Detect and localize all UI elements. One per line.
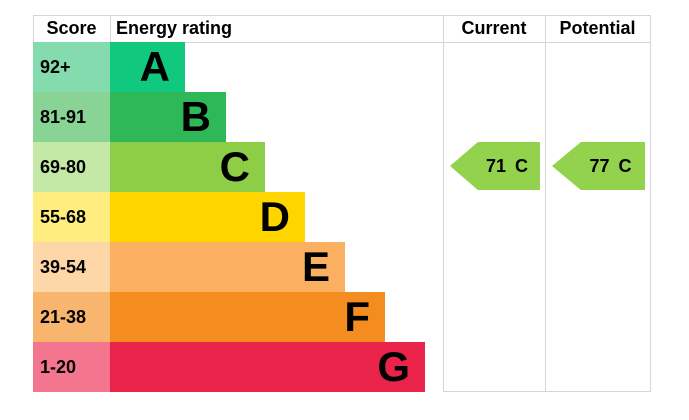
current-rating-grade: C bbox=[515, 155, 529, 176]
potential-rating-grade: C bbox=[618, 155, 632, 176]
table-bottom-border bbox=[443, 391, 650, 392]
rating-bar-f: F bbox=[110, 292, 385, 342]
potential-header: Potential bbox=[559, 18, 636, 38]
rating-bar-b: B bbox=[110, 92, 226, 142]
score-cell-b: 81-91 bbox=[33, 92, 110, 142]
table-top-border bbox=[33, 15, 650, 16]
score-cell-c: 69-80 bbox=[33, 142, 110, 192]
current-header: Current bbox=[461, 18, 527, 38]
score-cell-e: 39-54 bbox=[33, 242, 110, 292]
score-cell-f: 21-38 bbox=[33, 292, 110, 342]
band-row-f: 21-38 F bbox=[33, 292, 425, 342]
band-row-b: 81-91 B bbox=[33, 92, 425, 142]
band-row-g: 1-20 G bbox=[33, 342, 425, 392]
potential-rating-arrow: 77 C bbox=[552, 142, 645, 190]
band-row-e: 39-54 E bbox=[33, 242, 425, 292]
potential-rating-value: 77 bbox=[589, 155, 610, 176]
rating-bar-e: E bbox=[110, 242, 345, 292]
rating-bar-a: A bbox=[110, 42, 185, 92]
band-row-a: 92+ A bbox=[33, 42, 425, 92]
score-column-divider bbox=[110, 15, 111, 42]
rating-letter-f: F bbox=[344, 293, 370, 340]
header-left-border bbox=[33, 15, 34, 42]
score-cell-d: 55-68 bbox=[33, 192, 110, 242]
energy-rating-header: Energy rating bbox=[116, 18, 233, 38]
band-row-d: 55-68 D bbox=[33, 192, 425, 242]
rating-letter-b: B bbox=[180, 93, 211, 140]
band-row-c: 69-80 C bbox=[33, 142, 425, 192]
current-potential-divider bbox=[545, 15, 546, 392]
rating-bands: 92+ A 81-91 B 69-80 C 55-68 D 39-54 bbox=[33, 42, 425, 392]
rating-current-divider bbox=[443, 15, 444, 392]
score-header: Score bbox=[46, 18, 97, 38]
rating-bar-d: D bbox=[110, 192, 305, 242]
rating-bar-c: C bbox=[110, 142, 265, 192]
header-bottom-border bbox=[33, 42, 650, 43]
score-cell-a: 92+ bbox=[33, 42, 110, 92]
rating-letter-d: D bbox=[259, 193, 290, 240]
table-right-border bbox=[650, 15, 651, 392]
rating-letter-g: G bbox=[377, 343, 410, 390]
rating-letter-a: A bbox=[139, 43, 170, 90]
rating-letter-e: E bbox=[301, 243, 330, 290]
rating-letter-c: C bbox=[219, 143, 250, 190]
current-rating-value: 71 bbox=[485, 155, 507, 176]
rating-bar-g: G bbox=[110, 342, 425, 392]
score-cell-g: 1-20 bbox=[33, 342, 110, 392]
current-rating-arrow: 71 C bbox=[450, 142, 540, 190]
